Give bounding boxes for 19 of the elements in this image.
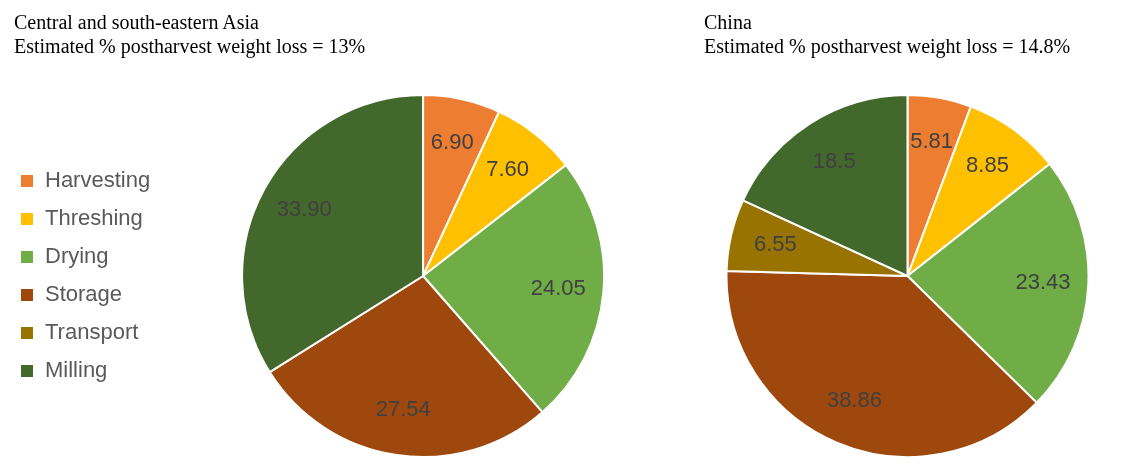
data-label: 6.90: [430, 129, 474, 155]
data-label: 38.86: [826, 387, 882, 413]
data-label: 27.54: [375, 396, 431, 422]
data-label: 8.85: [966, 152, 1009, 178]
data-label: 5.81: [910, 128, 954, 154]
legend-label: Threshing: [45, 205, 143, 231]
chart-subtitle: Estimated % postharvest weight loss = 14.8%: [704, 34, 1072, 58]
legend-label: Storage: [45, 281, 123, 307]
data-label: 7.60: [486, 155, 530, 181]
legend-label: Milling: [45, 357, 108, 383]
data-label: 23.43: [1015, 269, 1071, 295]
legend-label: Drying: [45, 243, 109, 269]
legend-label: Transport: [45, 319, 139, 345]
chart-title: China: [704, 10, 753, 34]
chart-title: Central and south-eastern Asia: [14, 10, 260, 34]
data-label: 24.05: [530, 275, 586, 301]
data-label: 6.55: [753, 231, 797, 257]
chart-subtitle: Estimated % postharvest weight loss = 13%: [14, 34, 367, 58]
legend-label: Harvesting: [45, 167, 151, 193]
